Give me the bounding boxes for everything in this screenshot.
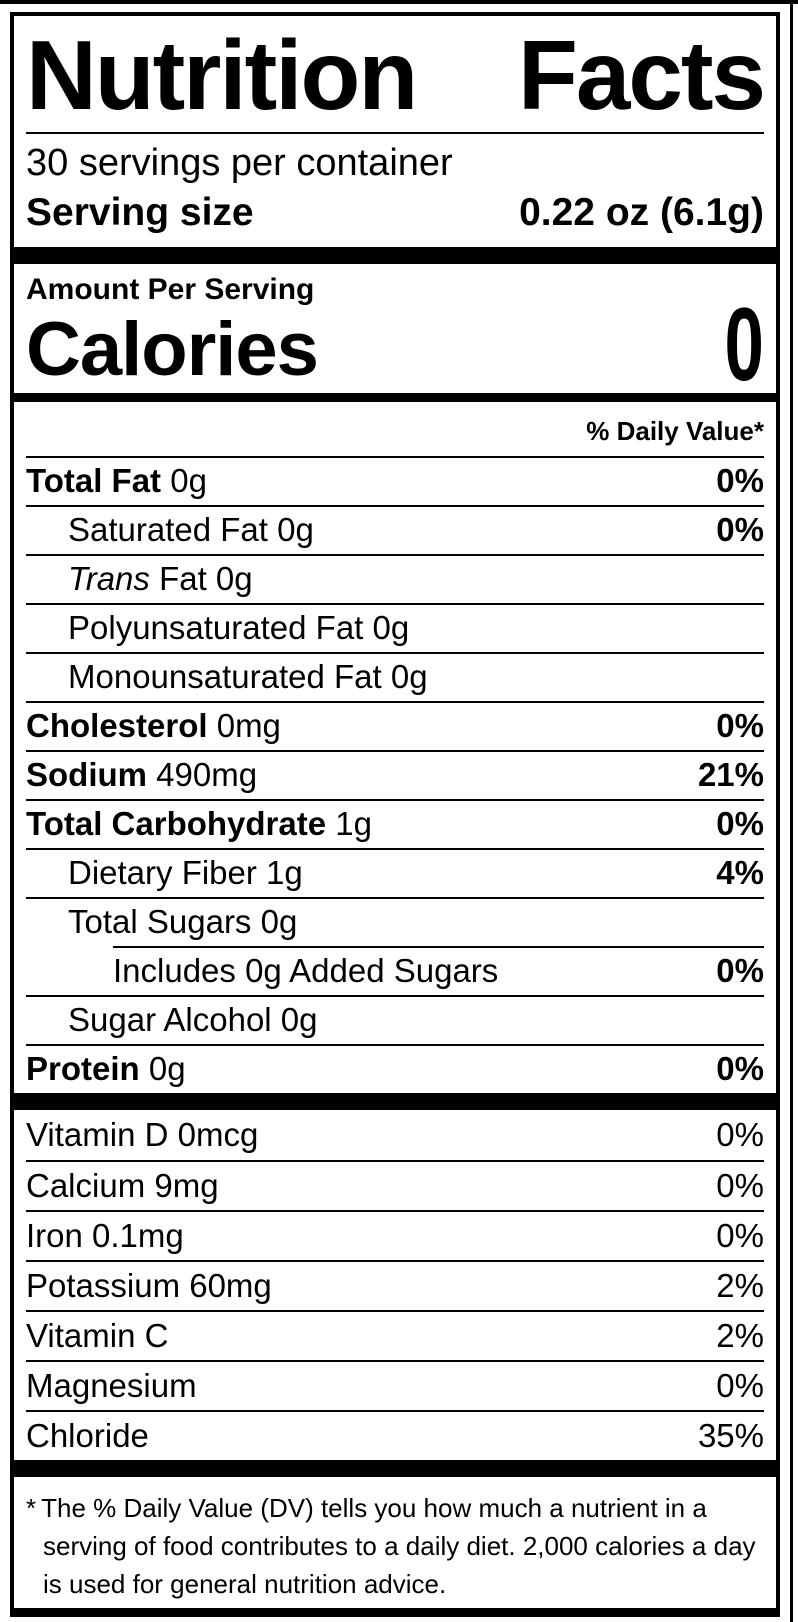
- daily-value-header: % Daily Value*: [586, 415, 764, 446]
- calories-label: Calories: [26, 307, 319, 393]
- vitamin-row: Vitamin D 0mcg 0%: [26, 1110, 764, 1160]
- nutrient-name: Trans Fat 0g: [68, 560, 253, 598]
- serving-size-label: Serving size: [26, 190, 254, 234]
- nutrients-section: Total Fat 0g 0% Saturated Fat 0g 0% Trans Fa…: [26, 455, 764, 1093]
- page-right-edge-line: [790, 0, 793, 1622]
- nutrient-daily-value: 0%: [716, 952, 764, 990]
- nutrient-daily-value: 21%: [697, 756, 764, 794]
- title-rule: [26, 132, 764, 134]
- vitamin-row: Magnesium 0%: [26, 1359, 764, 1410]
- nutrient-row: Trans Fat 0g: [26, 553, 764, 603]
- nutrient-row: Sodium 490mg 21%: [26, 749, 764, 799]
- nutrient-row: Dietary Fiber 1g 4%: [26, 847, 764, 897]
- vitamin-row: Chloride 35%: [26, 1409, 764, 1460]
- footnote: * The % Daily Value (DV) tells you how mu…: [26, 1477, 764, 1604]
- nutrient-daily-value: 0%: [716, 805, 764, 843]
- nutrient-name: Total Sugars 0g: [68, 903, 298, 941]
- nutrient-name: Includes 0g Added Sugars: [113, 952, 499, 990]
- calories-row: Calories 0: [26, 286, 764, 403]
- vitamin-daily-value: 0%: [716, 1115, 764, 1153]
- vitamin-name: Calcium 9mg: [26, 1166, 219, 1204]
- nutrient-name: Sodium 490mg: [26, 756, 258, 794]
- serving-size-value: 0.22 oz (6.1g): [519, 190, 764, 234]
- nutrition-facts-label: Nutrition Facts 30 servings per containe…: [10, 12, 780, 1617]
- nutrient-row: Total Carbohydrate 1g 0%: [26, 798, 764, 848]
- amount-per-serving-label: Amount Per Serving: [26, 272, 315, 306]
- nutrient-daily-value: 0%: [716, 1050, 764, 1088]
- nutrient-row: Cholesterol 0mg 0%: [26, 700, 764, 750]
- nutrient-daily-value: 0%: [716, 511, 764, 549]
- nutrient-name: Polyunsaturated Fat 0g: [68, 609, 410, 647]
- nutrient-row: Protein 0g 0%: [26, 1043, 764, 1093]
- label-title: Nutrition Facts: [26, 20, 766, 130]
- nutrient-row: Total Fat 0g 0%: [26, 455, 764, 505]
- vitamin-row: Calcium 9mg 0%: [26, 1159, 764, 1210]
- vitamin-name: Vitamin C: [26, 1316, 169, 1354]
- vitamin-name: Magnesium: [26, 1366, 197, 1404]
- nutrient-name: Total Fat 0g: [26, 462, 207, 500]
- vitamin-row: Vitamin C 2%: [26, 1309, 764, 1360]
- nutrient-name: Dietary Fiber 1g: [68, 854, 303, 892]
- nutrient-daily-value: 0%: [716, 462, 764, 500]
- vitamin-name: Vitamin D 0mcg: [26, 1115, 259, 1153]
- separator-bar-thick: [14, 1459, 776, 1477]
- nutrient-name: Monounsaturated Fat 0g: [68, 658, 428, 696]
- vitamin-name: Chloride: [26, 1416, 149, 1454]
- nutrient-row: Sugar Alcohol 0g: [26, 994, 764, 1044]
- nutrient-row: Saturated Fat 0g 0%: [26, 504, 764, 554]
- calories-value: 0: [724, 286, 764, 403]
- vitamin-row: Iron 0.1mg 0%: [26, 1209, 764, 1260]
- vitamin-daily-value: 0%: [716, 1166, 764, 1204]
- page-top-edge-line: [0, 0, 798, 4]
- serving-size-row: Serving size 0.22 oz (6.1g): [26, 186, 764, 247]
- vitamin-daily-value: 0%: [716, 1216, 764, 1254]
- separator-bar-thick: [14, 1092, 776, 1110]
- nutrient-name: Sugar Alcohol 0g: [68, 1001, 318, 1039]
- nutrient-daily-value: 0%: [716, 707, 764, 745]
- nutrient-row: Monounsaturated Fat 0g: [26, 651, 764, 701]
- nutrient-name: Protein 0g: [26, 1050, 186, 1088]
- vitamin-daily-value: 35%: [697, 1416, 764, 1454]
- vitamin-name: Potassium 60mg: [26, 1266, 272, 1304]
- footnote-text: The % Daily Value (DV) tells you how muc…: [41, 1492, 756, 1599]
- nutrient-name: Saturated Fat 0g: [68, 511, 314, 549]
- nutrient-name: Cholesterol 0mg: [26, 707, 281, 745]
- vitamin-name: Iron 0.1mg: [26, 1216, 184, 1254]
- nutrient-row: Polyunsaturated Fat 0g: [26, 602, 764, 652]
- vitamin-row: Potassium 60mg 2%: [26, 1259, 764, 1310]
- nutrient-row: Total Sugars 0g: [26, 896, 764, 946]
- nutrient-row: Includes 0g Added Sugars 0%: [113, 945, 764, 995]
- vitamin-daily-value: 2%: [716, 1266, 764, 1304]
- nutrient-daily-value: 4%: [716, 854, 764, 892]
- separator-bar-medium: [14, 392, 776, 402]
- vitamins-section: Vitamin D 0mcg 0% Calcium 9mg 0% Iron 0.1mg 0…: [26, 1110, 764, 1460]
- nutrient-name: Total Carbohydrate 1g: [26, 805, 372, 843]
- footnote-asterisk: *: [26, 1492, 37, 1523]
- servings-per-container: 30 servings per container: [26, 142, 453, 184]
- vitamin-daily-value: 0%: [716, 1366, 764, 1404]
- separator-bar-thick: [14, 246, 776, 264]
- vitamin-daily-value: 2%: [716, 1316, 764, 1354]
